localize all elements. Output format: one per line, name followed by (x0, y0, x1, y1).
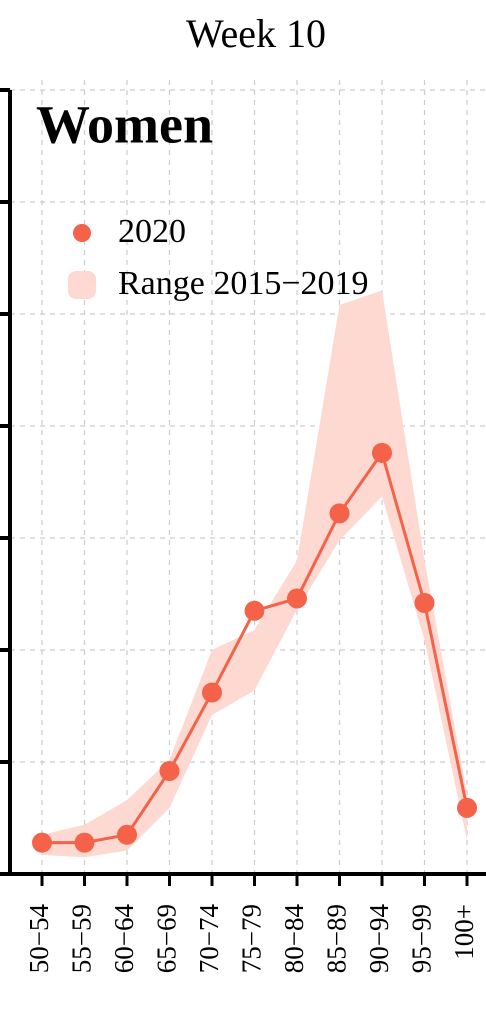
data-point (32, 832, 52, 853)
range-band (42, 290, 467, 858)
x-tick-label: 65−69 (152, 904, 182, 973)
legend-label: 2020 (118, 213, 186, 250)
data-point (287, 588, 307, 609)
legend-label: Range 2015−2019 (118, 265, 369, 302)
x-tick-label: 80−84 (279, 904, 309, 974)
x-tick-label: 60−64 (109, 904, 139, 974)
x-tick-label: 90−94 (364, 904, 394, 974)
data-point (457, 797, 477, 818)
x-tick-label: 95−99 (407, 904, 437, 973)
data-point (117, 824, 137, 845)
data-point (159, 760, 180, 781)
data-point (202, 682, 222, 703)
data-point (244, 600, 265, 621)
legend-marker (73, 224, 91, 242)
data-point (74, 832, 95, 853)
x-tick-label: 100+ (449, 904, 479, 960)
data-point (329, 503, 350, 524)
x-tick-label: 55−59 (67, 904, 97, 973)
x-tick-label: 85−89 (322, 904, 352, 973)
data-point (414, 592, 435, 613)
legend-swatch (68, 271, 96, 299)
x-tick-label: 75−79 (237, 904, 267, 973)
x-tick-label: 70−74 (194, 904, 224, 974)
chart-title: Week 10 (186, 11, 326, 56)
x-tick-label: 50−54 (24, 904, 54, 974)
panel-label: Women (36, 94, 213, 154)
data-point (372, 442, 392, 463)
